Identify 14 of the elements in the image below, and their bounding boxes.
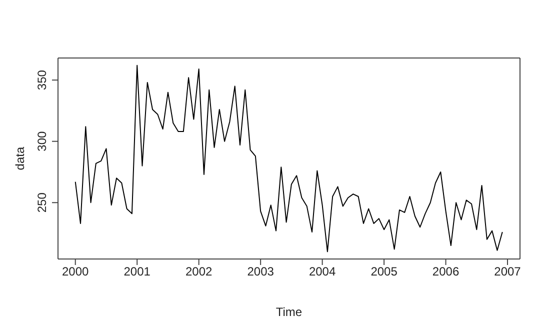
x-tick-label: 2001	[124, 264, 151, 279]
x-tick-label: 2006	[432, 264, 460, 279]
x-tick-label: 2002	[185, 264, 213, 279]
y-tick-label: 250	[35, 192, 49, 213]
line-series	[74, 64, 503, 252]
x-tick-label: 2003	[247, 264, 274, 279]
x-tick-label: 2004	[308, 264, 336, 279]
x-tick-label: 2000	[62, 264, 90, 279]
x-tick-label: 2005	[370, 264, 398, 279]
x-axis-title: Time	[276, 305, 302, 319]
x-tick-label: 2007	[494, 264, 522, 279]
y-tick-label: 300	[35, 131, 49, 152]
y-axis-title: data	[13, 146, 27, 170]
y-tick-label: 350	[35, 70, 49, 90]
